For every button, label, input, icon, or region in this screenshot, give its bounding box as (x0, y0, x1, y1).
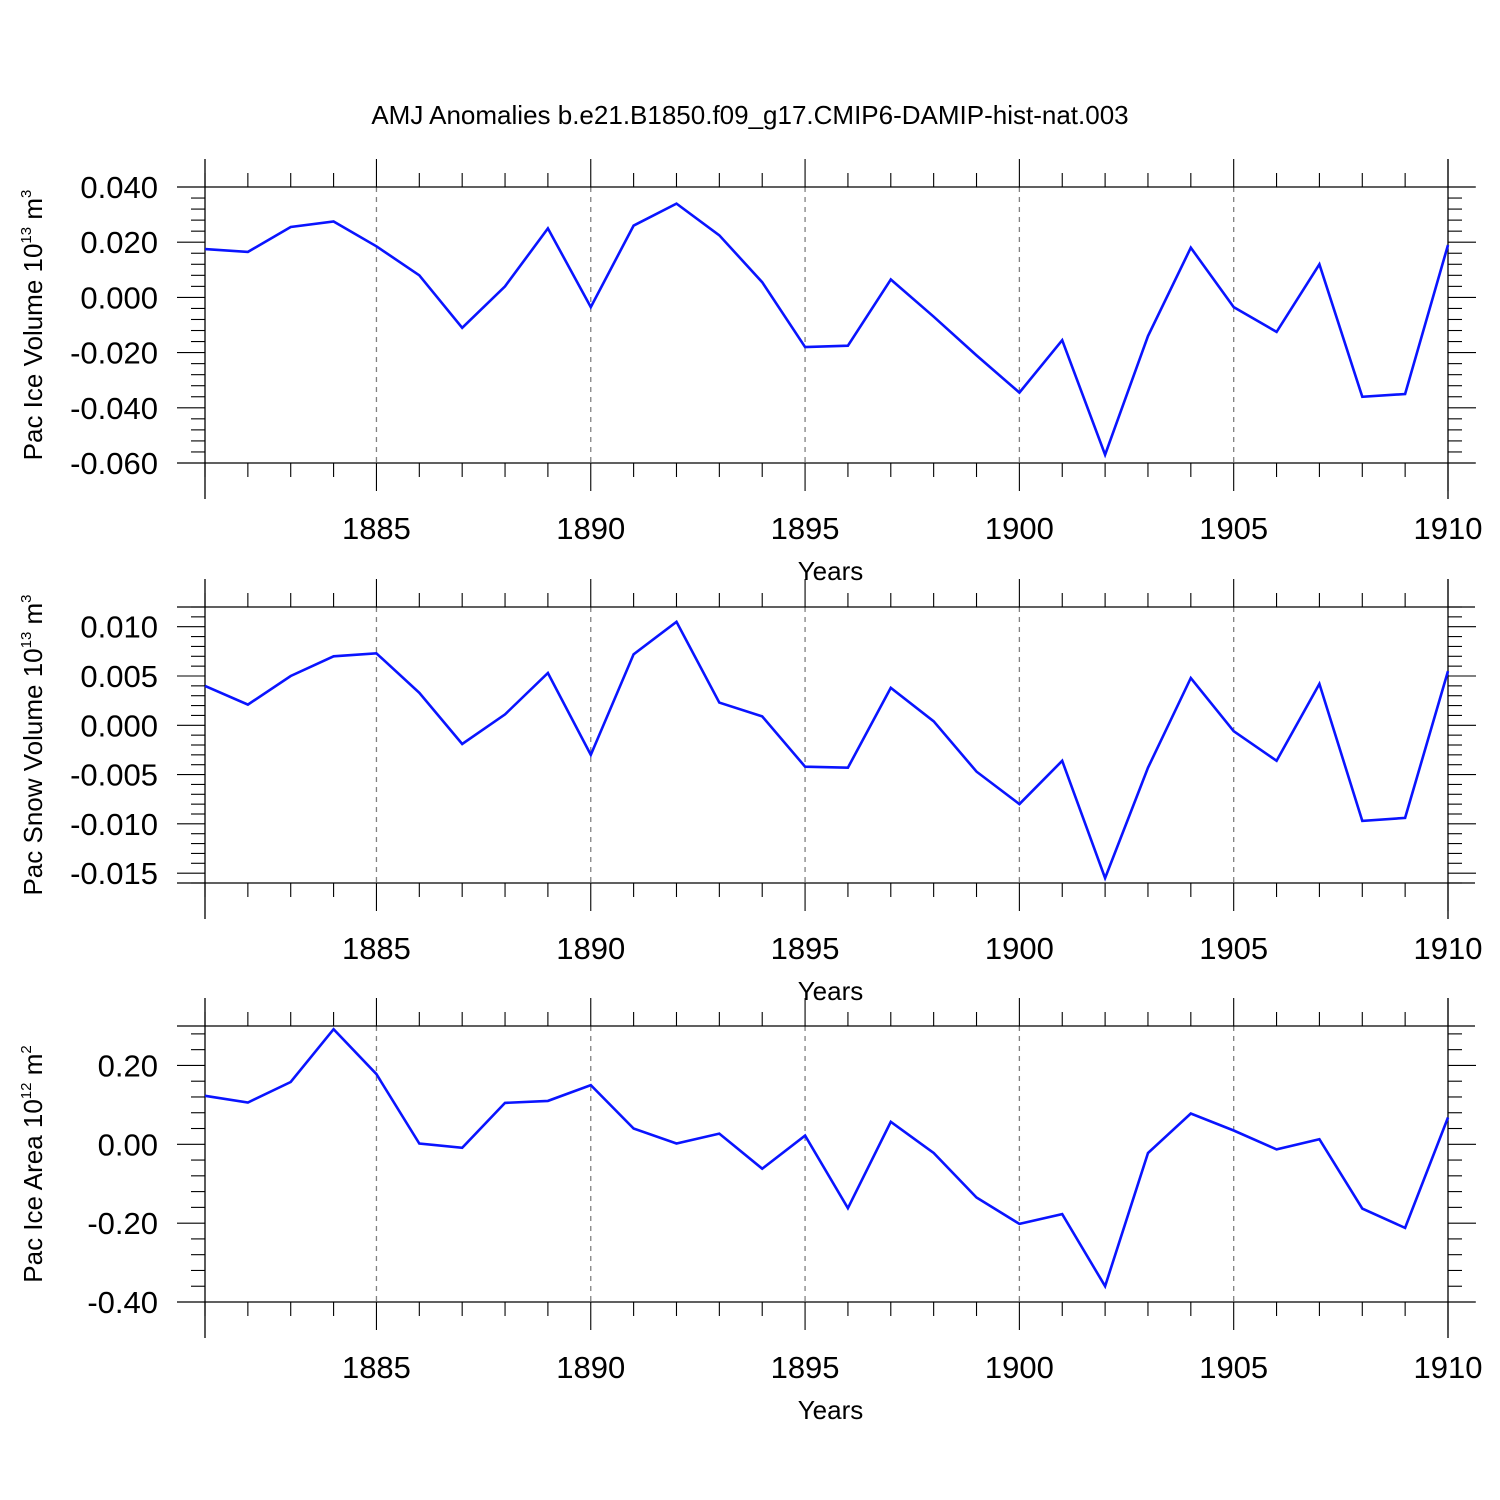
chart-title: AMJ Anomalies b.e21.B1850.f09_g17.CMIP6-… (371, 100, 1128, 130)
x-tick-label-1905: 1905 (1199, 931, 1268, 966)
x-tick-label-1905: 1905 (1199, 1350, 1268, 1385)
x-tick-label-1900: 1900 (985, 1350, 1054, 1385)
y-axis-label: Pac Snow Volume 1013 m3 (18, 594, 48, 895)
y-tick-label: -0.015 (70, 856, 158, 891)
y-tick-label: 0.010 (80, 610, 158, 645)
x-tick-label-1900: 1900 (985, 931, 1054, 966)
x-tick-label-1890: 1890 (556, 931, 625, 966)
x-axis-label: Years (798, 1395, 864, 1425)
x-tick-label-1905: 1905 (1199, 511, 1268, 546)
x-tick-label-1885: 1885 (342, 931, 411, 966)
panel-1: 1885 1890 1895 1900 1905 1910 Years 0.040 0.020 0… (18, 159, 1482, 586)
x-tick-label-1900: 1900 (985, 511, 1054, 546)
y-tick-label: 0.020 (80, 225, 158, 260)
y-tick-label: -0.020 (70, 336, 158, 371)
x-tick-label-1885: 1885 (342, 511, 411, 546)
x-tick-label-1890: 1890 (556, 1350, 625, 1385)
series-line-2 (204, 619, 1450, 882)
series-line-1 (204, 202, 1450, 459)
y-tick-label: -0.20 (87, 1206, 158, 1241)
y-tick-label: 0.005 (80, 659, 158, 694)
y-tick-label: -0.060 (70, 446, 158, 481)
x-tick-label-1910: 1910 (1414, 511, 1483, 546)
y-tick-label: 0.20 (98, 1048, 158, 1083)
x-tick-label-1910: 1910 (1414, 1350, 1483, 1385)
y-tick-label: -0.005 (70, 758, 158, 793)
y-tick-label: 0.000 (80, 708, 158, 743)
y-tick-label: 0.000 (80, 280, 158, 315)
y-tick-label: -0.010 (70, 807, 158, 842)
x-tick-label-1895: 1895 (771, 931, 840, 966)
panel-3: 1885 1890 1895 1900 1905 1910 Years 0.20 0.00 -0.… (18, 998, 1482, 1425)
x-tick-label-1885: 1885 (342, 1350, 411, 1385)
x-axis-label: Years (798, 556, 864, 586)
x-axis-label: Years (798, 976, 864, 1006)
y-axis-label: Pac Ice Area 1012 m2 (18, 1045, 48, 1282)
y-tick-label: 0.00 (98, 1127, 158, 1162)
y-tick-label: -0.40 (87, 1285, 158, 1320)
x-tick-label-1895: 1895 (771, 511, 840, 546)
x-tick-label-1910: 1910 (1414, 931, 1483, 966)
y-tick-label: -0.040 (70, 391, 158, 426)
x-tick-label-1895: 1895 (771, 1350, 840, 1385)
series-line-3 (204, 1027, 1450, 1290)
y-axis-label: Pac Ice Volume 1013 m3 (18, 190, 48, 461)
panel-2: 1885 1890 1895 1900 1905 1910 Years 0.010 0.005 0… (18, 579, 1482, 1006)
y-tick-label: 0.040 (80, 170, 158, 205)
x-tick-label-1890: 1890 (556, 511, 625, 546)
